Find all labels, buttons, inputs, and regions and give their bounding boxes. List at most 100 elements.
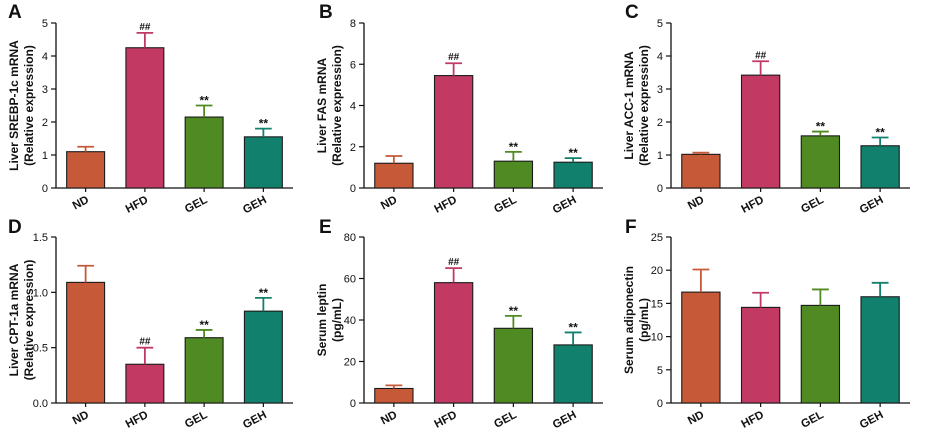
significance-label: ** xyxy=(259,117,269,131)
x-category-label: HFD xyxy=(124,409,151,431)
y-tick-label: 20 xyxy=(651,265,663,277)
x-category-label: HFD xyxy=(740,409,767,431)
y-tick-label: 4 xyxy=(657,51,663,63)
y-tick-label: 25 xyxy=(651,232,663,244)
bar-gel xyxy=(800,304,841,404)
significance-label: ** xyxy=(509,140,519,154)
panel-b: B 0 2 4 6 8 Liver FAS mRNA (Relative expression… xyxy=(315,2,603,216)
bar-gel xyxy=(800,135,841,189)
significance-label: ** xyxy=(568,146,578,160)
y-tick-label: 2 xyxy=(42,117,48,129)
bar-hfd xyxy=(125,47,165,189)
panel-letter: D xyxy=(8,217,22,238)
x-category-label: GEL xyxy=(799,194,826,216)
y-axis-title: (pg/mL) xyxy=(330,298,344,342)
y-tick-label: 0 xyxy=(657,183,663,195)
x-category-label: GEH xyxy=(241,409,269,431)
y-tick-label: 8 xyxy=(350,18,356,30)
significance-label: ## xyxy=(448,257,460,268)
significance-label: ** xyxy=(568,320,578,334)
panel-letter: C xyxy=(625,2,639,23)
y-axis-title: (Relative expression) xyxy=(330,45,344,166)
y-tick-label: 6 xyxy=(350,59,356,71)
y-tick-label: 40 xyxy=(344,315,356,327)
y-axis-title: Liver ACC-1 mRNA xyxy=(622,51,636,160)
y-tick-label: 0.5 xyxy=(33,343,48,355)
y-tick-label: 20 xyxy=(344,357,356,369)
bar-gel xyxy=(493,160,534,189)
y-axis-title: (Relative expression) xyxy=(637,45,651,166)
y-axis-title: (Relative expression) xyxy=(22,45,36,166)
y-tick-label: 0 xyxy=(350,183,356,195)
x-category-label: ND xyxy=(686,409,706,427)
y-tick-label: 5 xyxy=(657,18,663,30)
y-axis-title: (pg/mL) xyxy=(637,298,651,342)
y-tick-label: 10 xyxy=(651,332,663,344)
x-category-label: ND xyxy=(686,194,706,212)
significance-label: ## xyxy=(448,52,460,63)
bar-gel xyxy=(493,327,534,404)
x-category-label: GEL xyxy=(492,409,519,431)
x-category-label: HFD xyxy=(124,194,151,216)
y-tick-label: 5 xyxy=(657,365,663,377)
x-category-label: GEL xyxy=(183,194,210,216)
bar-geh xyxy=(243,310,283,404)
bar-hfd xyxy=(433,282,474,404)
bar-hfd xyxy=(740,306,781,404)
significance-label: ** xyxy=(816,120,826,134)
panel-d: D 0.0 0.5 1.0 1.5 Liver CPT-1a mRNA (Relative … xyxy=(7,217,293,431)
bar-nd xyxy=(681,291,721,404)
significance-label: ## xyxy=(139,22,151,33)
panel-letter: A xyxy=(8,2,22,23)
y-tick-label: 1.5 xyxy=(33,232,48,244)
significance-label: ** xyxy=(509,304,519,318)
bar-geh xyxy=(553,161,593,189)
y-axis-title: Liver SREBP-1c mRNA xyxy=(7,40,21,171)
panel-letter: F xyxy=(625,217,637,238)
y-tick-label: 0.0 xyxy=(33,398,48,410)
y-axis-title: (Relative expression) xyxy=(22,260,36,381)
significance-label: ** xyxy=(199,94,209,108)
panel-e: E 0 20 40 60 80 Serum leptin (pg/mL) ND ## HFD ** GE… xyxy=(315,217,603,431)
y-tick-label: 3 xyxy=(42,84,48,96)
x-category-label: GEH xyxy=(858,194,886,216)
x-category-label: GEH xyxy=(241,194,269,216)
y-tick-label: 4 xyxy=(42,51,48,63)
x-category-label: ND xyxy=(71,194,91,212)
bar-hfd xyxy=(433,75,474,189)
bar-nd xyxy=(374,387,414,404)
y-tick-label: 2 xyxy=(657,117,663,129)
significance-label: ** xyxy=(875,126,885,140)
bar-geh xyxy=(860,145,900,189)
x-category-label: HFD xyxy=(740,194,767,216)
x-category-label: HFD xyxy=(433,194,460,216)
y-axis-title: Liver CPT-1a mRNA xyxy=(7,263,21,376)
significance-label: ** xyxy=(199,318,209,332)
y-tick-label: 2 xyxy=(350,142,356,154)
y-axis-title: Serum adiponectin xyxy=(622,266,636,374)
x-category-label: ND xyxy=(379,409,399,427)
significance-label: ## xyxy=(755,50,767,61)
y-tick-label: 80 xyxy=(344,232,356,244)
y-tick-label: 1.0 xyxy=(33,287,48,299)
bar-hfd xyxy=(740,74,781,189)
significance-label: ** xyxy=(259,286,269,300)
x-category-label: GEL xyxy=(183,409,210,431)
y-tick-label: 0 xyxy=(657,398,663,410)
y-tick-label: 60 xyxy=(344,274,356,286)
bar-nd xyxy=(374,162,414,189)
panel-letter: B xyxy=(319,2,333,23)
x-category-label: GEH xyxy=(551,194,579,216)
bar-nd xyxy=(66,281,106,404)
panel-f: F 0 5 10 15 20 25 Serum adiponectin (pg/mL) ND HFD… xyxy=(622,217,910,431)
x-category-label: HFD xyxy=(433,409,460,431)
bar-nd xyxy=(66,151,106,189)
y-tick-label: 15 xyxy=(651,298,663,310)
panel-a: A 0 1 2 3 4 5 Liver SREBP-1c mRNA (Relative expr… xyxy=(7,2,293,216)
bar-hfd xyxy=(125,363,165,404)
y-tick-label: 1 xyxy=(42,150,48,162)
bar-gel xyxy=(184,116,224,189)
bar-geh xyxy=(243,136,283,189)
x-category-label: ND xyxy=(71,409,91,427)
